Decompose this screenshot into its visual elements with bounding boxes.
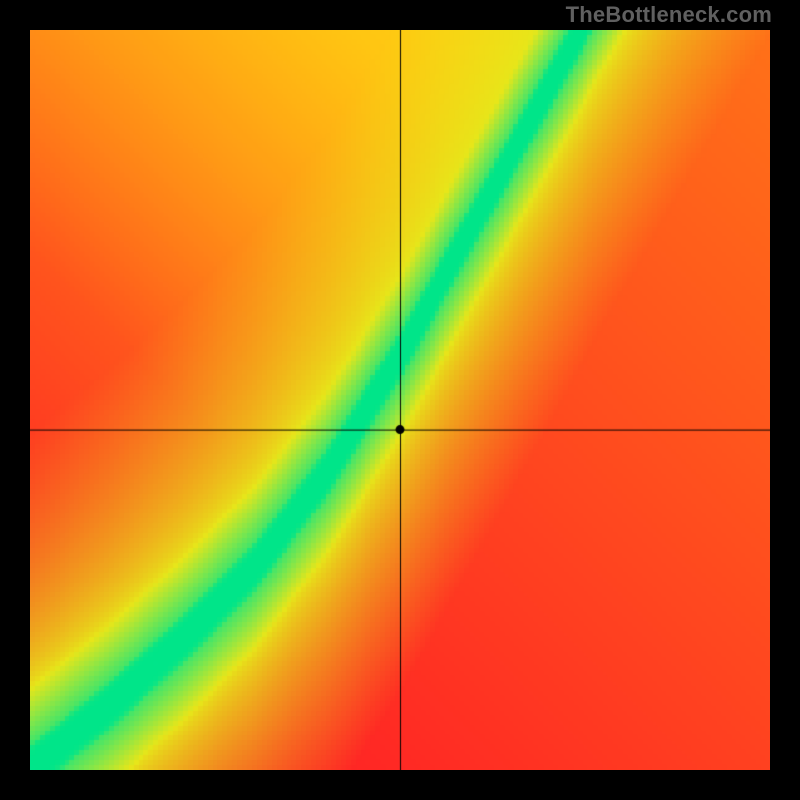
chart-container: TheBottleneck.com { "watermark": { "text… — [0, 0, 800, 800]
bottleneck-heatmap — [30, 30, 770, 770]
watermark-label: TheBottleneck.com — [566, 2, 772, 28]
